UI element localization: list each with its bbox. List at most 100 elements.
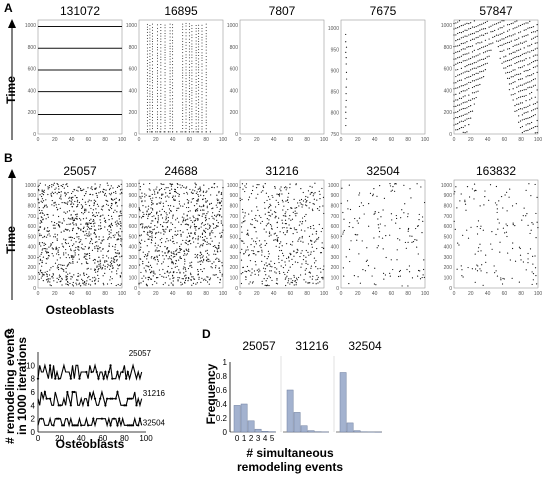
- data-point: [67, 242, 69, 244]
- data-point: [366, 247, 368, 249]
- data-point: [163, 131, 165, 133]
- data-point: [518, 25, 520, 27]
- data-point: [506, 42, 509, 44]
- data-point: [57, 266, 59, 269]
- data-point: [92, 194, 94, 196]
- data-point: [164, 196, 167, 198]
- data-point: [514, 39, 516, 41]
- data-point: [41, 261, 43, 264]
- data-point: [284, 264, 287, 266]
- data-point: [476, 225, 478, 228]
- data-point: [261, 283, 263, 285]
- data-point: [460, 97, 462, 99]
- data-point: [89, 240, 92, 242]
- data-point: [492, 30, 494, 33]
- data-point: [198, 113, 200, 115]
- data-point: [219, 208, 221, 210]
- data-point: [475, 67, 477, 69]
- data-point: [534, 108, 536, 110]
- data-point: [220, 220, 222, 222]
- data-point: [466, 41, 468, 43]
- data-point: [110, 223, 112, 226]
- data-point: [172, 78, 174, 80]
- plot-frame: [138, 179, 224, 289]
- data-point: [531, 221, 533, 224]
- data-point: [185, 84, 187, 86]
- data-point: [146, 255, 148, 257]
- data-point: [247, 199, 250, 201]
- data-point: [207, 258, 209, 260]
- data-point: [186, 229, 188, 231]
- data-point: [212, 207, 214, 209]
- data-point: [268, 211, 270, 214]
- y-tick-label: 1000: [126, 23, 137, 29]
- data-point: [151, 201, 153, 203]
- data-point: [92, 215, 94, 217]
- x-tick-label: 20: [468, 137, 474, 143]
- data-point: [261, 249, 263, 251]
- data-point: [196, 255, 198, 257]
- data-point: [76, 215, 78, 217]
- data-point: [177, 251, 179, 254]
- data-point: [185, 51, 187, 53]
- data-point: [201, 112, 203, 114]
- data-point: [83, 282, 86, 284]
- data-point: [182, 95, 184, 97]
- data-point: [353, 275, 355, 277]
- data-point: [44, 248, 47, 250]
- data-point: [114, 234, 116, 236]
- data-point: [512, 88, 514, 90]
- data-point: [249, 270, 251, 272]
- data-point: [221, 275, 223, 277]
- data-point: [254, 227, 256, 229]
- data-point: [536, 125, 538, 127]
- data-point: [172, 27, 174, 29]
- data-point: [169, 73, 171, 75]
- data-point: [536, 54, 538, 56]
- data-point: [251, 210, 253, 212]
- data-point: [172, 116, 174, 118]
- bar: [339, 372, 347, 433]
- data-point: [200, 260, 202, 262]
- data-point: [519, 102, 522, 104]
- data-point: [72, 191, 74, 193]
- data-point: [291, 218, 294, 220]
- data-point: [172, 33, 174, 35]
- data-point: [194, 219, 197, 222]
- data-point: [172, 64, 174, 66]
- data-point: [205, 101, 207, 103]
- x-tick-label: 100: [219, 137, 228, 143]
- data-point: [475, 31, 477, 33]
- data-point: [253, 246, 255, 248]
- data-point: [207, 260, 209, 263]
- data-point: [164, 111, 166, 113]
- data-point: [153, 228, 155, 230]
- data-point: [46, 275, 48, 278]
- data-point: [68, 223, 70, 225]
- data-point: [273, 239, 275, 241]
- data-point: [94, 200, 97, 202]
- x-tick-label: 60: [86, 291, 92, 297]
- data-point: [169, 113, 171, 115]
- data-point: [57, 251, 59, 253]
- data-point: [172, 215, 174, 217]
- data-point: [529, 93, 531, 95]
- data-point: [201, 69, 203, 71]
- data-point: [466, 53, 468, 55]
- data-point: [534, 84, 536, 86]
- x-tick-label: 0: [36, 434, 41, 443]
- data-point: [113, 236, 115, 238]
- data-point: [195, 246, 197, 248]
- data-point: [186, 214, 188, 216]
- data-point: [57, 265, 59, 267]
- data-point: [163, 233, 165, 235]
- data-point: [195, 81, 197, 83]
- data-point: [160, 56, 162, 58]
- y-tick-label: 900: [331, 193, 340, 199]
- y-tick-label: 1000: [328, 26, 339, 32]
- data-point: [529, 248, 532, 250]
- data-point: [188, 93, 190, 95]
- data-point: [188, 72, 190, 74]
- data-point: [171, 241, 174, 243]
- data-point: [172, 88, 174, 90]
